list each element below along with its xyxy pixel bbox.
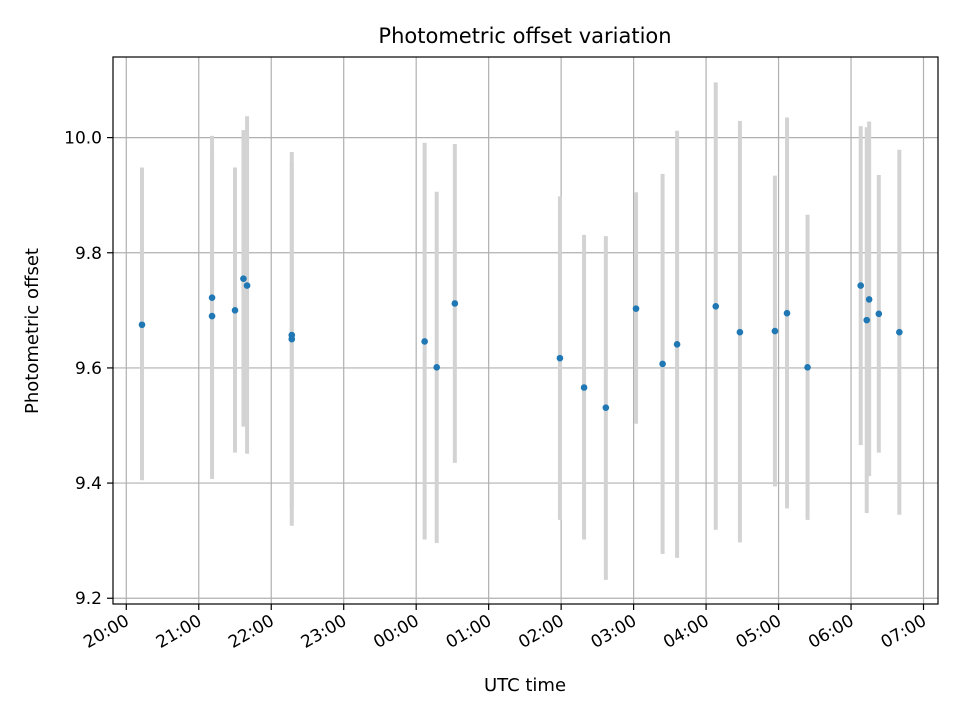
plot-frame (112, 56, 939, 605)
data-point (421, 338, 428, 345)
point-layer (138, 275, 903, 411)
data-point (208, 312, 216, 320)
data-point (243, 282, 251, 289)
data-point (433, 364, 441, 371)
data-point (580, 384, 588, 391)
data-point (771, 327, 779, 335)
data-point (863, 316, 871, 324)
data-point (602, 404, 610, 411)
grid-layer (113, 57, 938, 604)
data-point (857, 282, 864, 289)
data-point (804, 364, 811, 371)
data-point (783, 309, 791, 317)
data-point (556, 354, 564, 362)
data-point (736, 328, 744, 336)
y-tick-label: 9.6 (75, 359, 102, 379)
y-axis-ticks: 9.2 9.4 9.6 9.8 10.0 (64, 129, 113, 609)
y-tick-label: 10.0 (64, 129, 102, 149)
data-point (673, 341, 681, 348)
data-point (288, 335, 296, 343)
data-point (712, 303, 720, 310)
data-point (659, 360, 666, 368)
data-point (231, 307, 239, 314)
y-tick-label: 9.2 (75, 589, 102, 609)
x-axis-title: UTC time (484, 675, 566, 696)
y-tick-label: 9.4 (75, 474, 102, 494)
chart-title: Photometric offset variation (378, 24, 671, 48)
data-point (865, 296, 873, 303)
data-point (875, 310, 883, 318)
data-point (240, 275, 247, 282)
data-point (138, 321, 146, 329)
y-axis-title: Photometric offset (22, 248, 43, 414)
y-tick-label: 9.8 (75, 244, 102, 264)
data-point (632, 305, 640, 312)
data-point (208, 294, 216, 301)
data-point (896, 328, 903, 336)
data-point (451, 300, 459, 307)
